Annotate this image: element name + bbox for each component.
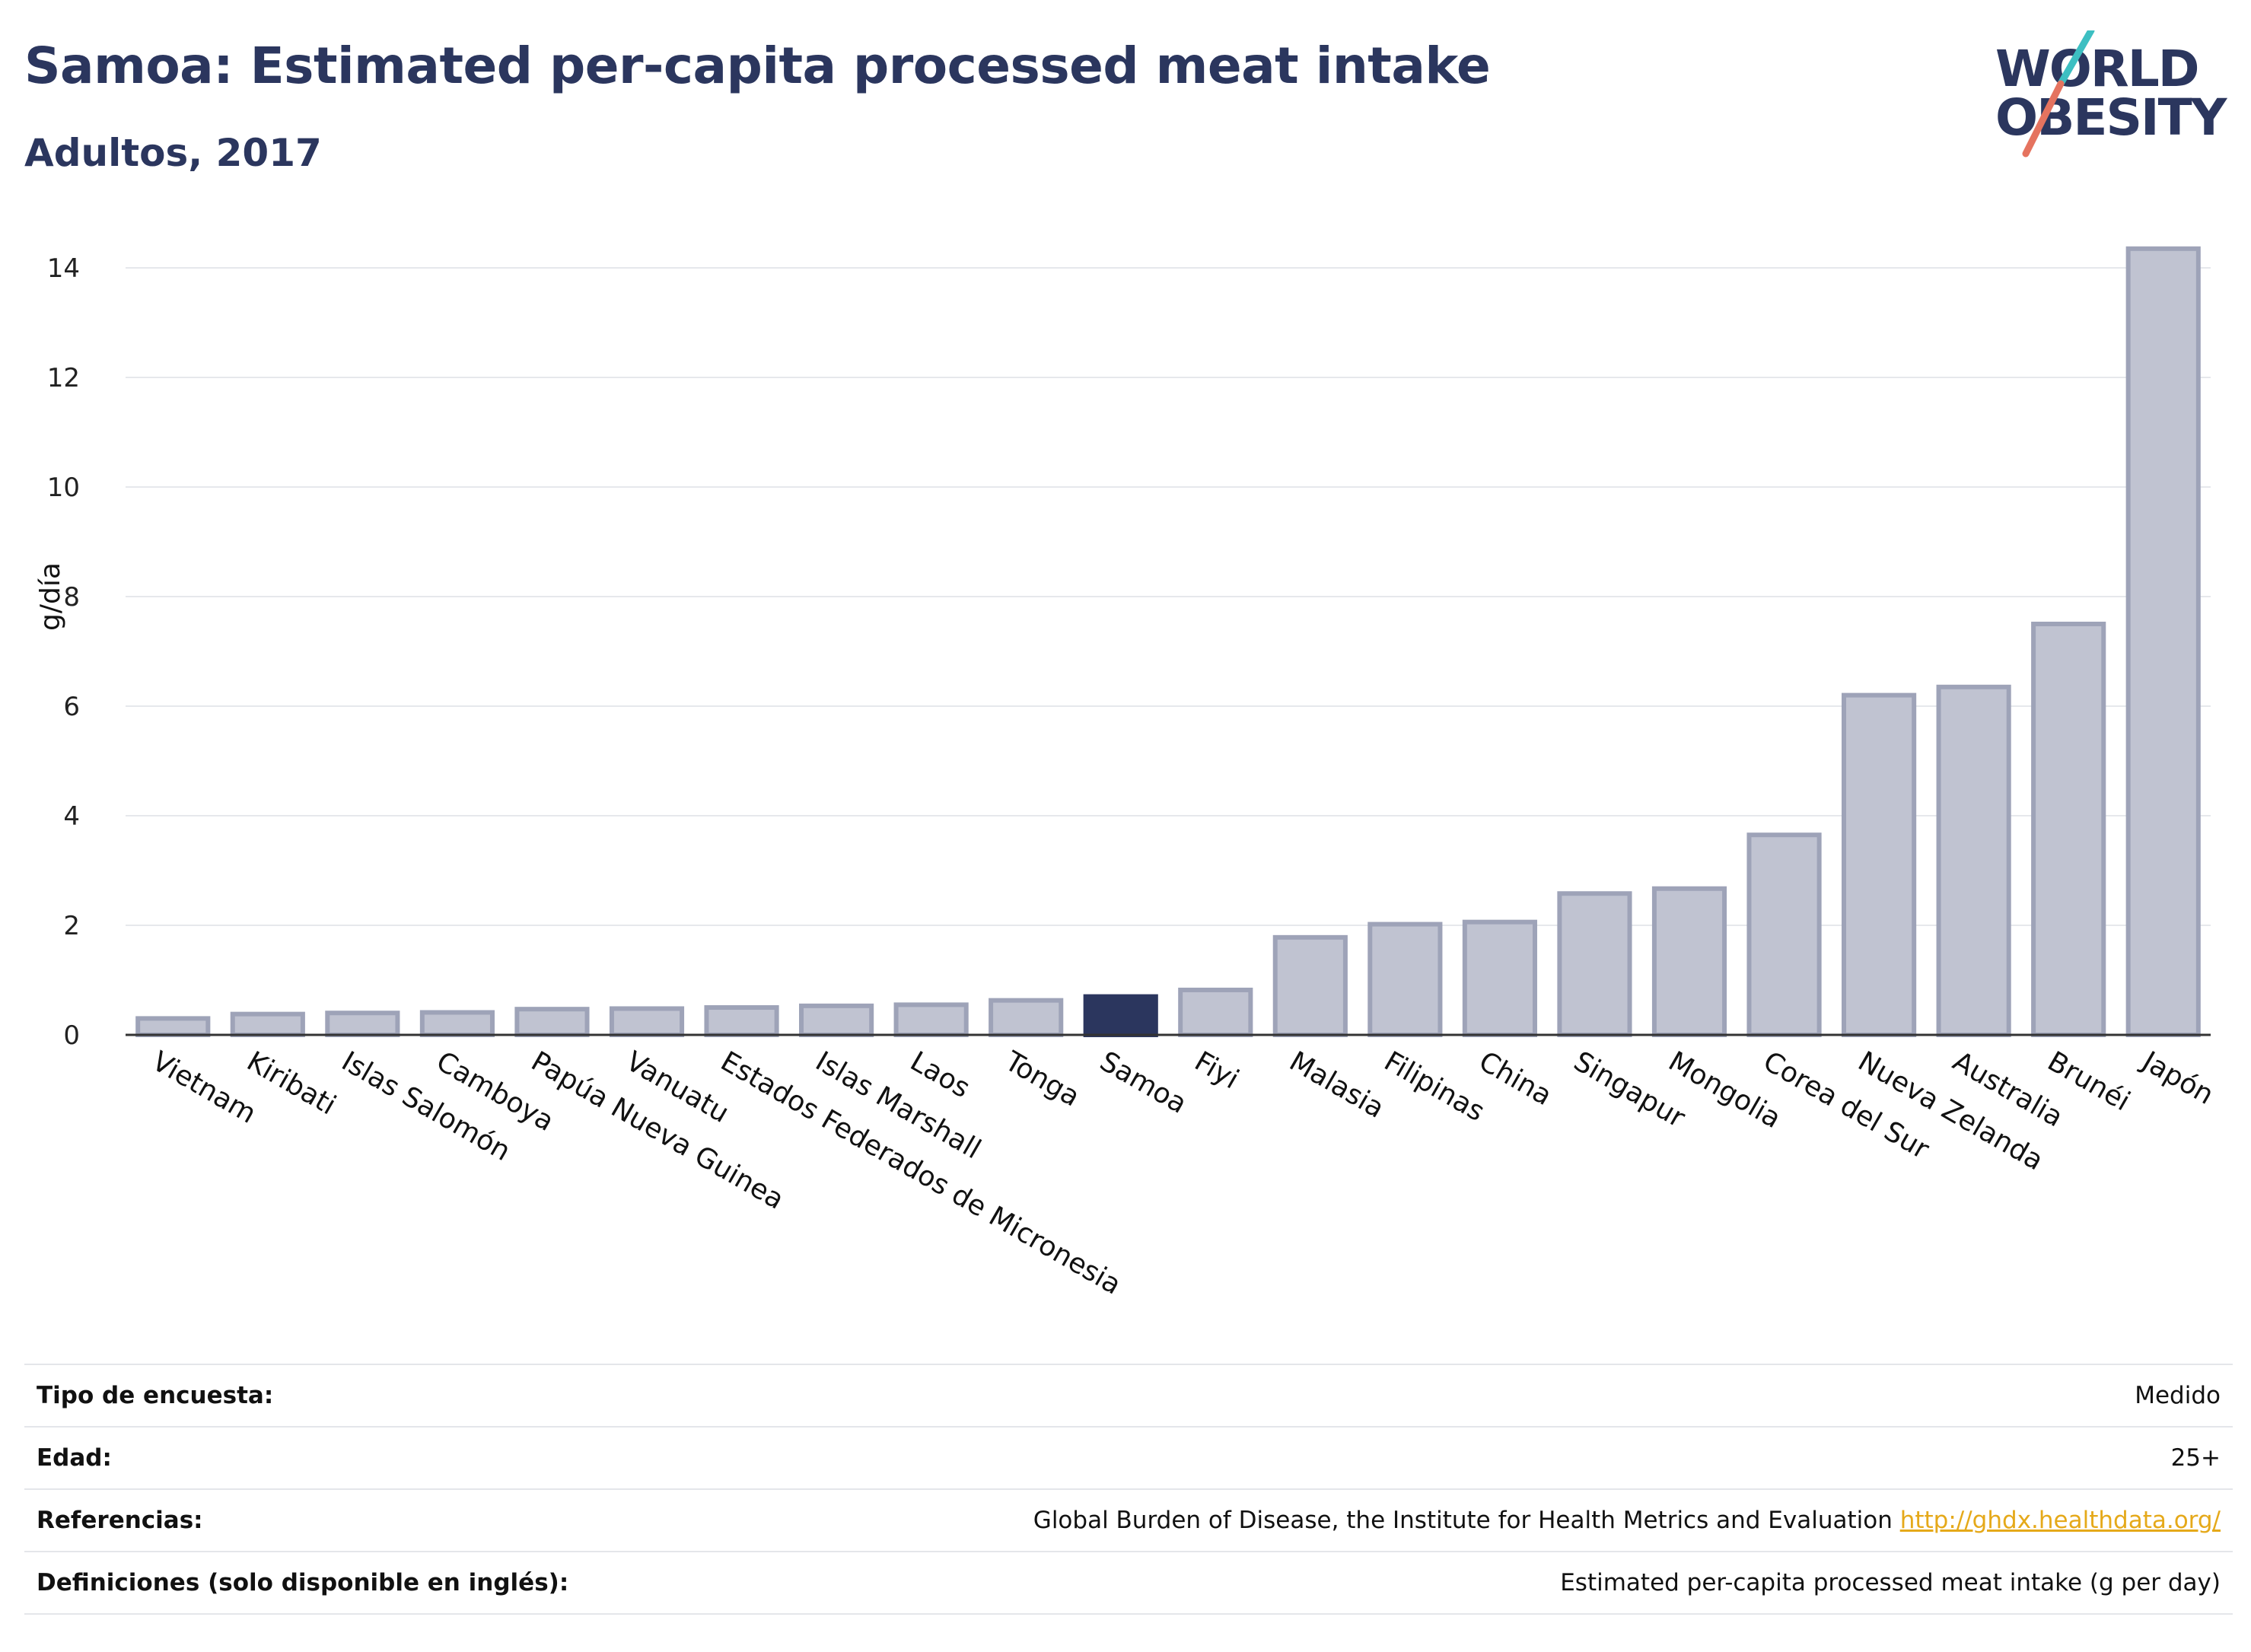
logo-slash-icon bbox=[2022, 30, 2095, 158]
y-tick-label: 4 bbox=[63, 801, 80, 832]
y-tick-label: 14 bbox=[47, 253, 80, 284]
bar-vietnam bbox=[135, 1016, 211, 1038]
info-value: 25+ bbox=[2170, 1444, 2221, 1472]
info-label: Definiciones (solo disponible en inglés)… bbox=[37, 1569, 569, 1596]
info-row-survey: Tipo de encuesta: Medido bbox=[24, 1364, 2233, 1426]
x-tick-label: Tonga bbox=[999, 1046, 1085, 1113]
bar-nueva-zelanda bbox=[1842, 692, 1917, 1037]
x-tick-label: Samoa bbox=[1094, 1046, 1192, 1120]
bar-kiribati bbox=[230, 1011, 305, 1038]
info-label: Tipo de encuesta: bbox=[37, 1382, 274, 1409]
x-tick-label: Japón bbox=[2135, 1045, 2218, 1111]
bar-malasia bbox=[1272, 934, 1348, 1038]
y-tick-label: 6 bbox=[63, 692, 80, 722]
bar-laos bbox=[893, 1002, 969, 1038]
bar-australia bbox=[1936, 684, 2011, 1037]
reference-text: Global Burden of Disease, the Institute … bbox=[1033, 1507, 1893, 1534]
x-tick-label: Filipinas bbox=[1379, 1046, 1490, 1128]
x-tick-label: Corea del Sur bbox=[1758, 1046, 1934, 1165]
bar-filipinas bbox=[1367, 921, 1443, 1037]
info-row-age: Edad: 25+ bbox=[24, 1426, 2233, 1488]
bar-camboya bbox=[419, 1010, 495, 1037]
y-tick-label: 10 bbox=[47, 473, 80, 503]
bar-brunéi bbox=[2031, 622, 2106, 1037]
info-value: Medido bbox=[2135, 1382, 2221, 1409]
bar-papúa-nueva-guinea bbox=[514, 1007, 590, 1038]
bar-vanuatu bbox=[609, 1006, 685, 1037]
info-row-definitions: Definiciones (solo disponible en inglés)… bbox=[24, 1551, 2233, 1615]
y-tick-label: 8 bbox=[63, 582, 80, 613]
x-tick-label: Laos bbox=[905, 1046, 975, 1104]
bar-fiyi bbox=[1178, 987, 1253, 1037]
info-label: Edad: bbox=[37, 1444, 112, 1472]
y-axis-label: g/día bbox=[35, 562, 66, 631]
bar-mongolia bbox=[1651, 886, 1727, 1038]
bar-corea-del-sur bbox=[1746, 832, 1822, 1037]
x-tick-label: Fiyi bbox=[1189, 1046, 1244, 1095]
bar-japón bbox=[2125, 246, 2201, 1037]
reference-link[interactable]: http://ghdx.healthdata.org/ bbox=[1899, 1507, 2221, 1534]
logo-line1: WORLD bbox=[1995, 40, 2200, 98]
x-tick-label: Vietnam bbox=[147, 1046, 261, 1130]
bar-islas-salomón bbox=[325, 1011, 400, 1037]
bar-samoa bbox=[1083, 994, 1158, 1037]
bar-islas-marshall bbox=[799, 1003, 874, 1037]
chart-title: Samoa: Estimated per-capita processed me… bbox=[24, 37, 1491, 95]
chart-subtitle: Adultos, 2017 bbox=[24, 131, 322, 175]
y-tick-label: 12 bbox=[47, 363, 80, 393]
bar-estados-federados-de-micronesia bbox=[704, 1005, 779, 1037]
world-obesity-logo: WORLD OBESITY bbox=[1985, 30, 2243, 164]
bar-tonga bbox=[989, 998, 1064, 1038]
y-tick-label: 2 bbox=[63, 911, 80, 941]
bar-china bbox=[1462, 919, 1537, 1037]
info-value: Global Burden of Disease, the Institute … bbox=[1033, 1507, 2221, 1534]
info-label: Referencias: bbox=[37, 1507, 203, 1534]
x-tick-label: Islas Salomón bbox=[336, 1046, 516, 1167]
bar-singapur bbox=[1557, 891, 1632, 1037]
x-tick-label: Malasia bbox=[1284, 1046, 1389, 1125]
info-value: Estimated per-capita processed meat inta… bbox=[1560, 1569, 2221, 1596]
y-tick-label: 0 bbox=[63, 1020, 80, 1051]
info-row-references: Referencias: Global Burden of Disease, t… bbox=[24, 1488, 2233, 1551]
